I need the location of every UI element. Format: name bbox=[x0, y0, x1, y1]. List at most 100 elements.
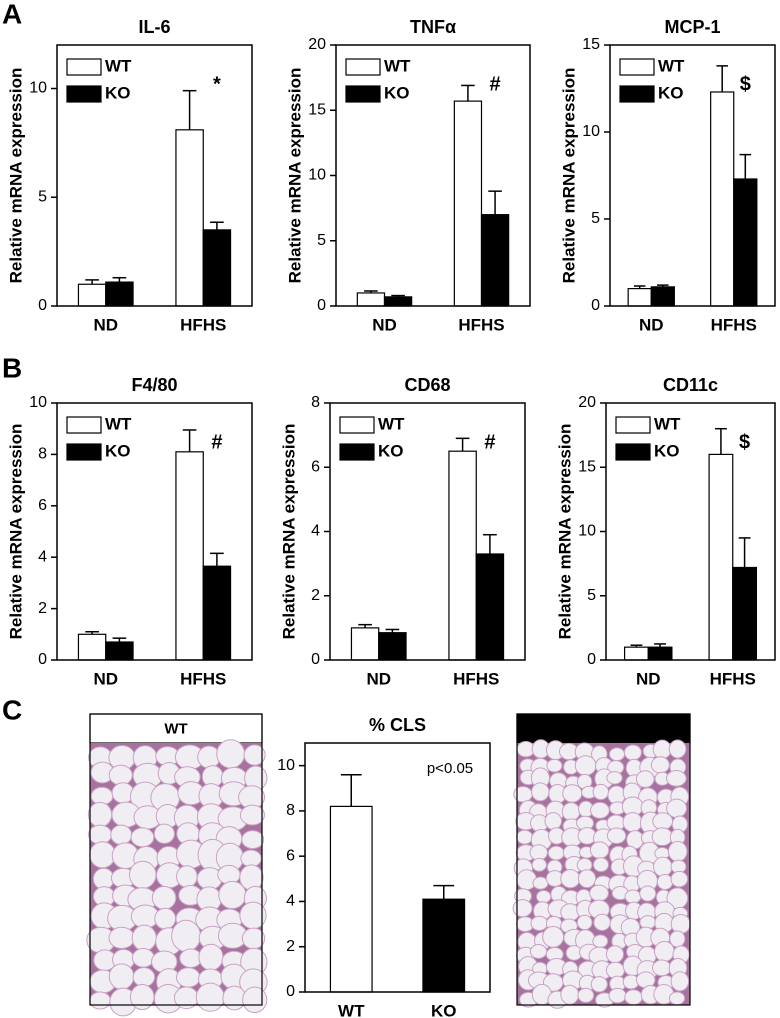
plot-frame bbox=[56, 44, 253, 307]
x-tick-label: ND bbox=[93, 669, 118, 688]
adipocyte bbox=[656, 873, 674, 891]
bar bbox=[422, 898, 466, 993]
legend-label: WT bbox=[654, 414, 681, 433]
adipocyte bbox=[574, 755, 597, 776]
bar bbox=[77, 633, 107, 661]
adipocyte bbox=[650, 756, 670, 774]
adipocyte bbox=[240, 849, 262, 868]
x-tick-label: KO bbox=[431, 1001, 457, 1018]
adipocyte bbox=[593, 913, 611, 931]
adipocyte bbox=[108, 926, 135, 949]
adipocyte bbox=[153, 823, 175, 844]
legend-swatch bbox=[66, 443, 102, 461]
adipocyte bbox=[652, 739, 672, 760]
legend-label: KO bbox=[105, 83, 131, 102]
y-tick-label: 5 bbox=[317, 232, 326, 249]
x-tick-label: ND bbox=[372, 315, 397, 334]
legend-swatch bbox=[615, 416, 651, 434]
y-tick-label: 8 bbox=[286, 802, 295, 819]
image-frame bbox=[516, 713, 691, 1006]
adipocyte bbox=[608, 747, 626, 762]
y-tick-label: 4 bbox=[311, 523, 320, 540]
y-tick-label: 15 bbox=[578, 458, 596, 475]
chart-title: CD11c bbox=[663, 375, 718, 395]
adipocyte bbox=[516, 869, 537, 891]
annotation: # bbox=[484, 431, 495, 453]
adipocyte bbox=[89, 991, 112, 1010]
bar bbox=[710, 91, 735, 307]
adipocyte bbox=[577, 987, 595, 1003]
adipocyte bbox=[512, 899, 533, 918]
y-tick-label: 4 bbox=[286, 893, 295, 910]
annotation: # bbox=[211, 431, 222, 453]
y-tick-label: 20 bbox=[308, 36, 326, 53]
panel-label: A bbox=[2, 0, 22, 29]
panel-label: C bbox=[2, 694, 22, 725]
annotation: $ bbox=[740, 73, 751, 95]
adipocyte bbox=[608, 987, 627, 1004]
y-tick-label: 8 bbox=[38, 446, 47, 463]
legend-label: WT bbox=[658, 56, 685, 75]
adipocyte bbox=[243, 744, 266, 766]
image-label: WT bbox=[164, 720, 187, 737]
y-axis-label: Relative mRNA expression bbox=[559, 68, 578, 284]
adipocyte bbox=[654, 940, 675, 962]
adipocyte bbox=[529, 944, 548, 959]
y-tick-label: 2 bbox=[38, 600, 47, 617]
x-tick-label: ND bbox=[366, 669, 391, 688]
adipocyte bbox=[531, 857, 547, 872]
y-tick-label: 10 bbox=[29, 80, 47, 97]
y-tick-label: 2 bbox=[311, 587, 320, 604]
chart-title: F4/80 bbox=[131, 375, 177, 395]
adipocyte bbox=[131, 948, 155, 968]
adipocyte bbox=[670, 971, 690, 992]
bar bbox=[175, 129, 204, 307]
adipocyte bbox=[154, 907, 177, 930]
x-tick-label: HFHS bbox=[710, 669, 756, 688]
y-tick-label: 15 bbox=[308, 101, 326, 118]
chart-title: MCP-1 bbox=[664, 17, 720, 37]
x-tick-label: ND bbox=[639, 315, 664, 334]
chart-title: % CLS bbox=[369, 715, 426, 735]
x-tick-label: WT bbox=[338, 1001, 365, 1018]
bar bbox=[448, 450, 477, 661]
y-axis-label: Relative mRNA expression bbox=[6, 68, 25, 284]
adipocyte bbox=[128, 860, 157, 889]
y-axis-label: Relative mRNA expression bbox=[285, 68, 304, 284]
y-tick-label: 0 bbox=[38, 651, 47, 668]
legend-swatch bbox=[66, 58, 102, 76]
legend-label: WT bbox=[384, 56, 411, 75]
bar bbox=[650, 286, 675, 307]
legend-label: KO bbox=[378, 441, 404, 460]
bar bbox=[647, 646, 673, 661]
bar bbox=[350, 627, 380, 661]
plot-frame bbox=[304, 742, 491, 993]
x-tick-label: HFHS bbox=[458, 315, 504, 334]
adipocyte bbox=[589, 884, 609, 902]
adipocyte bbox=[623, 744, 642, 761]
adipocyte bbox=[88, 824, 113, 845]
y-tick-label: 6 bbox=[286, 847, 295, 864]
y-tick-label: 0 bbox=[38, 297, 47, 314]
adipocyte bbox=[130, 827, 155, 848]
adipocyte bbox=[668, 991, 686, 1006]
adipocyte bbox=[217, 864, 241, 885]
adipocyte bbox=[624, 989, 643, 1006]
y-tick-label: 15 bbox=[582, 36, 600, 53]
adipocyte bbox=[87, 801, 113, 828]
adipocyte bbox=[92, 867, 115, 890]
bar bbox=[105, 281, 134, 307]
legend-label: KO bbox=[658, 83, 684, 102]
y-tick-label: 2 bbox=[286, 938, 295, 955]
adipocyte bbox=[544, 812, 563, 831]
adipocyte bbox=[151, 885, 177, 910]
y-tick-label: 6 bbox=[38, 497, 47, 514]
y-tick-label: 0 bbox=[587, 651, 596, 668]
adipocyte bbox=[171, 919, 202, 953]
legend-swatch bbox=[339, 443, 375, 461]
adipocyte bbox=[606, 771, 623, 785]
adipocyte bbox=[542, 926, 565, 948]
legend-swatch bbox=[619, 58, 655, 76]
adipocyte bbox=[241, 927, 266, 950]
adipocyte bbox=[560, 984, 580, 1005]
